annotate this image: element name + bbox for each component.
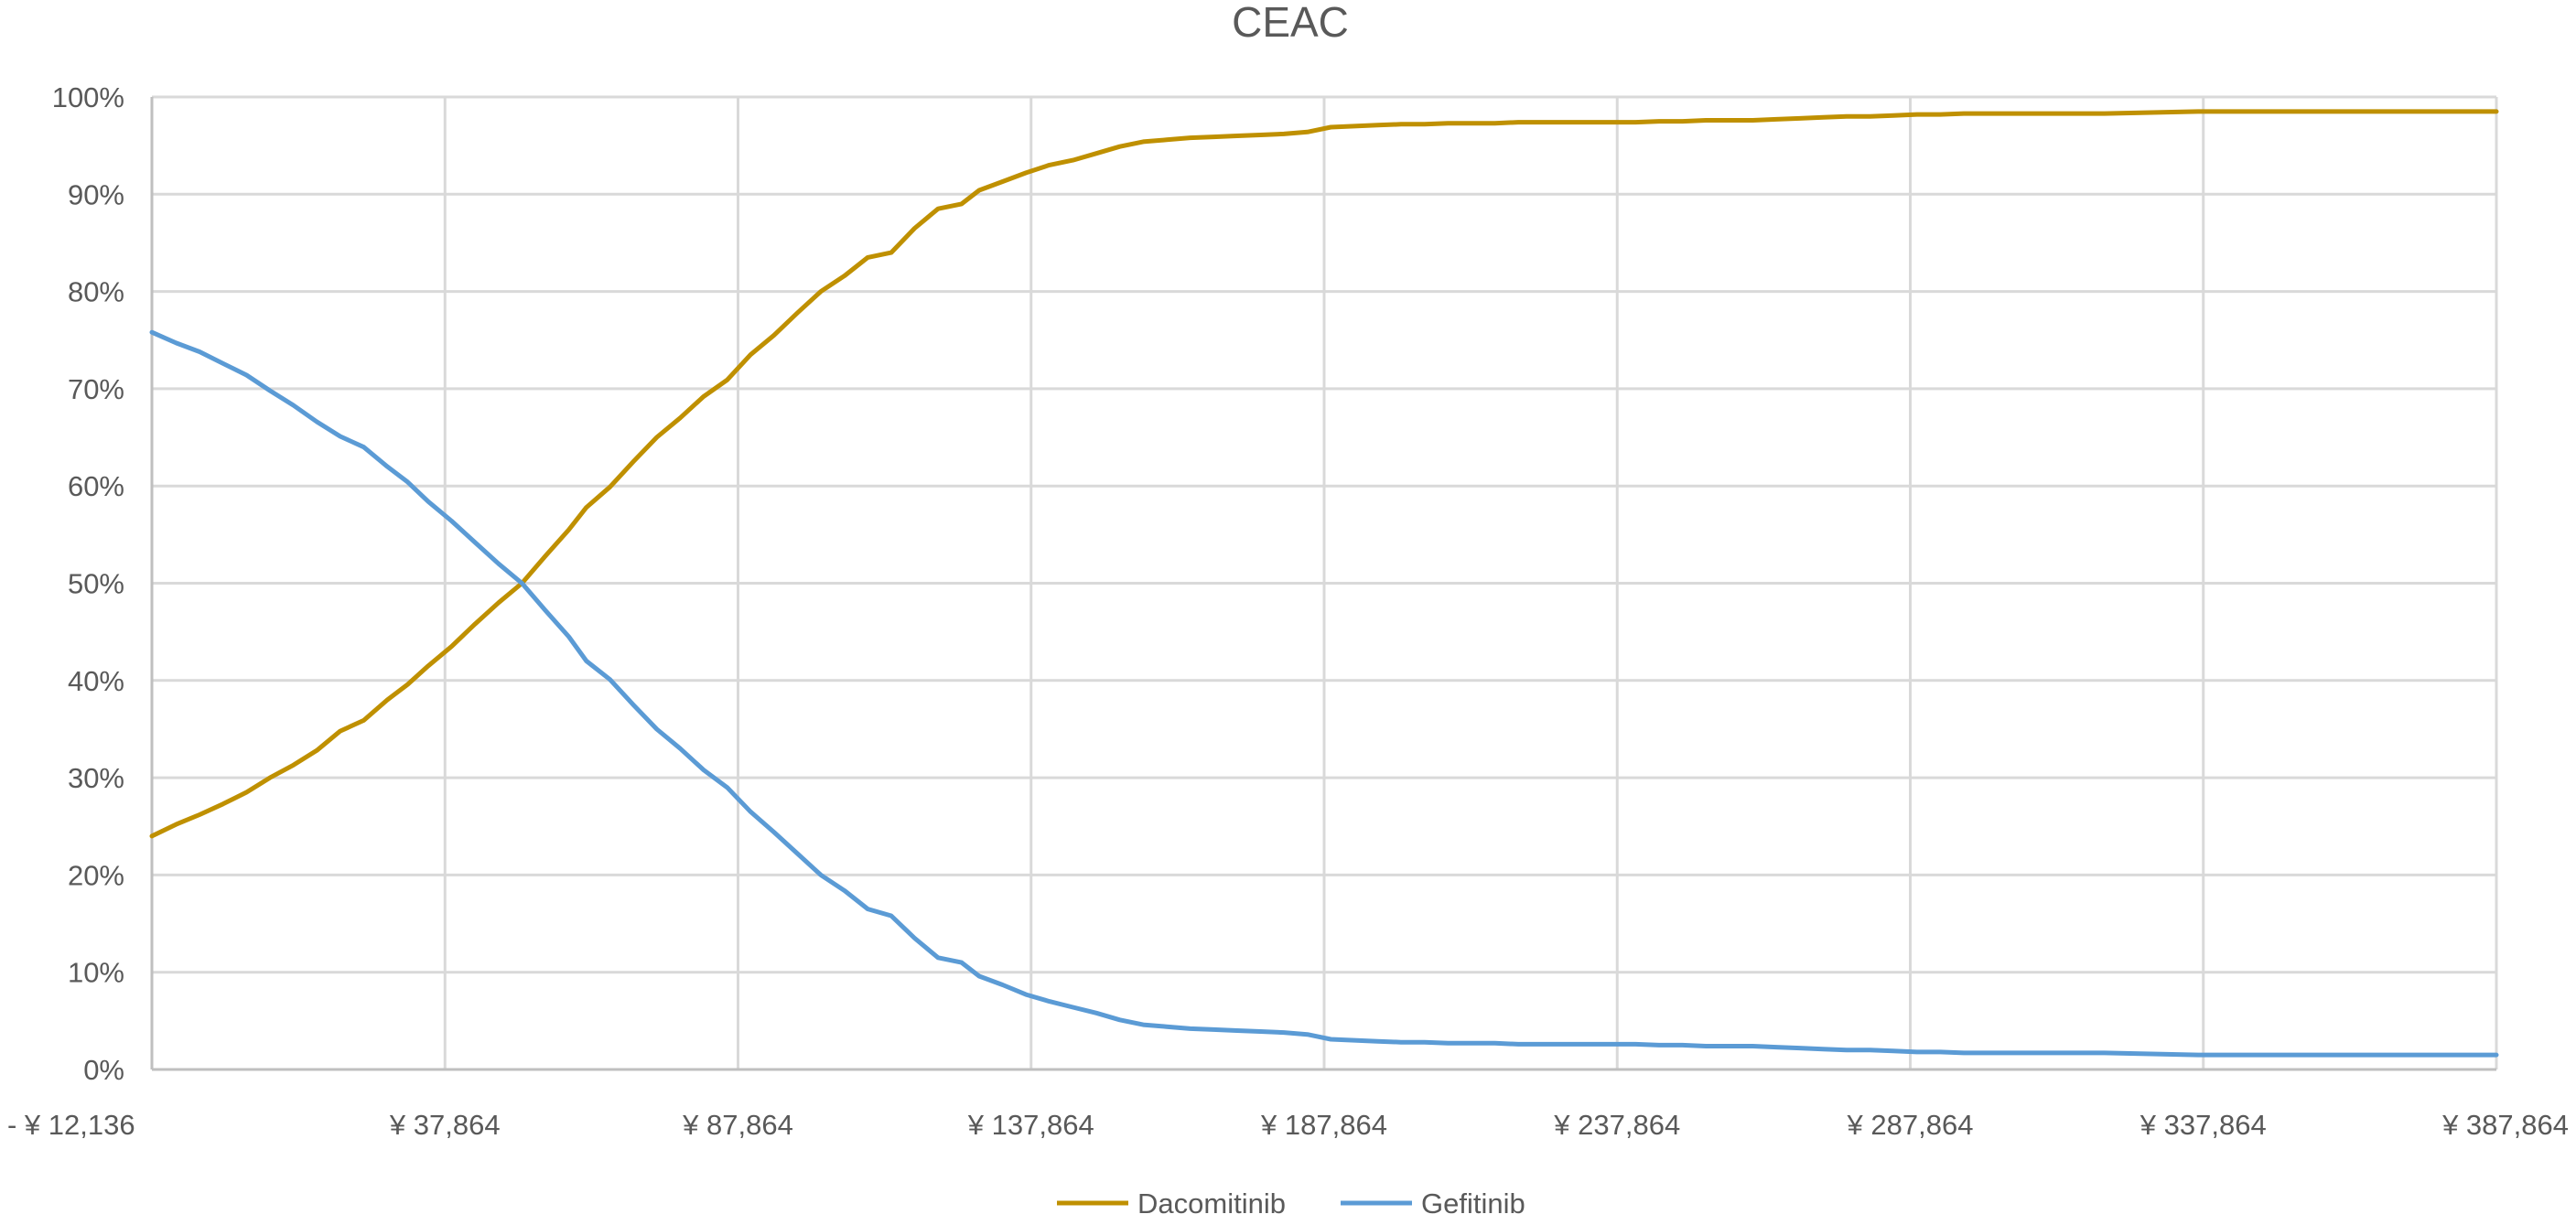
legend-item-dacomitinib: Dacomitinib xyxy=(1057,1187,1286,1220)
y-tick-label: 0% xyxy=(83,1054,124,1086)
x-tick-label: - ¥ 12,136 xyxy=(7,1109,135,1141)
x-tick-label: ¥ 37,864 xyxy=(389,1109,501,1141)
x-tick-label: ¥ 87,864 xyxy=(682,1109,793,1141)
axes xyxy=(150,97,2496,1071)
y-tick-label: 60% xyxy=(68,470,124,502)
y-tick-label: 50% xyxy=(68,568,124,600)
y-tick-label: 20% xyxy=(68,859,124,891)
y-tick-label: 100% xyxy=(52,81,124,113)
x-tick-label: ¥ 387,864 xyxy=(2441,1109,2569,1141)
y-axis-tick-labels: 0% 10% 20% 30% 40% 50% 60% 70% 80% 90% 100% xyxy=(52,81,124,1086)
series-lines xyxy=(149,109,2499,1058)
y-tick-label: 80% xyxy=(68,276,124,308)
y-tick-label: 70% xyxy=(68,373,124,405)
x-tick-label: ¥ 137,864 xyxy=(967,1109,1094,1141)
legend-item-gefitinib: Gefitinib xyxy=(1341,1187,1525,1220)
legend-label: Dacomitinib xyxy=(1137,1187,1286,1220)
x-tick-label: ¥ 237,864 xyxy=(1553,1109,1680,1141)
y-tick-label: 30% xyxy=(68,762,124,794)
chart-title: CEAC xyxy=(1232,0,1349,46)
legend: Dacomitinib Gefitinib xyxy=(1057,1187,1525,1220)
series-line-dacomitinib xyxy=(149,109,2499,839)
y-tick-label: 90% xyxy=(68,178,124,210)
x-axis-tick-labels: - ¥ 12,136 ¥ 37,864 ¥ 87,864 ¥ 137,864 ¥ 187… xyxy=(7,1109,2569,1141)
gridlines xyxy=(152,95,2498,1069)
legend-label: Gefitinib xyxy=(1421,1187,1525,1220)
x-tick-label: ¥ 187,864 xyxy=(1260,1109,1387,1141)
x-tick-label: ¥ 337,864 xyxy=(2139,1109,2267,1141)
y-tick-label: 10% xyxy=(68,957,124,989)
x-tick-label: ¥ 287,864 xyxy=(1847,1109,1974,1141)
series-line-gefitinib xyxy=(149,329,2499,1058)
y-tick-label: 40% xyxy=(68,665,124,697)
